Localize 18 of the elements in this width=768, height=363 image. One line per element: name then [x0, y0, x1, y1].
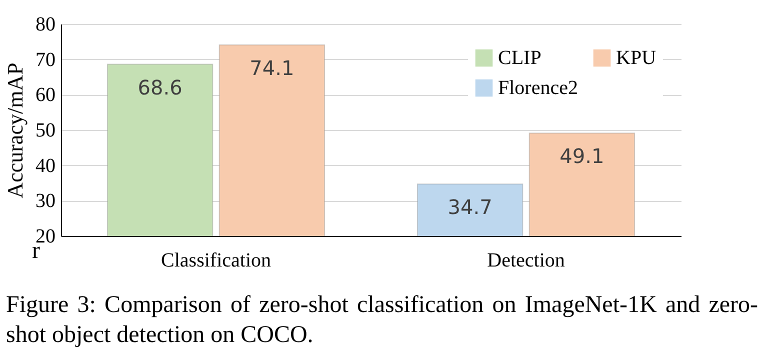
x-tick-label: Classification [161, 250, 271, 272]
legend-label: CLIP [498, 47, 542, 69]
data-label: 49.1 [560, 144, 604, 168]
y-tick-label: 70 [36, 48, 56, 71]
y-tick-label: 80 [36, 14, 56, 36]
data-label: 68.6 [138, 75, 182, 100]
y-tick-label: 60 [36, 84, 56, 106]
y-tick-label: 20 [36, 226, 56, 248]
data-label: 34.7 [448, 195, 492, 220]
x-tick-label: Detection [487, 250, 565, 272]
data-label: 74.1 [250, 56, 294, 80]
y-tick-label: 50 [36, 120, 56, 142]
y-tick-label: 30 [36, 190, 56, 212]
y-tick-label: 40 [36, 154, 56, 177]
caption: Figure 3: Comparison of zero-shot classification on ImageNet-1K and zero-shot object detection on COCO. [6, 291, 758, 350]
y-axis-title: Accuracy/mAP [2, 62, 28, 198]
legend-label: KPU [616, 47, 657, 69]
legend-label: Florence2 [498, 77, 578, 99]
